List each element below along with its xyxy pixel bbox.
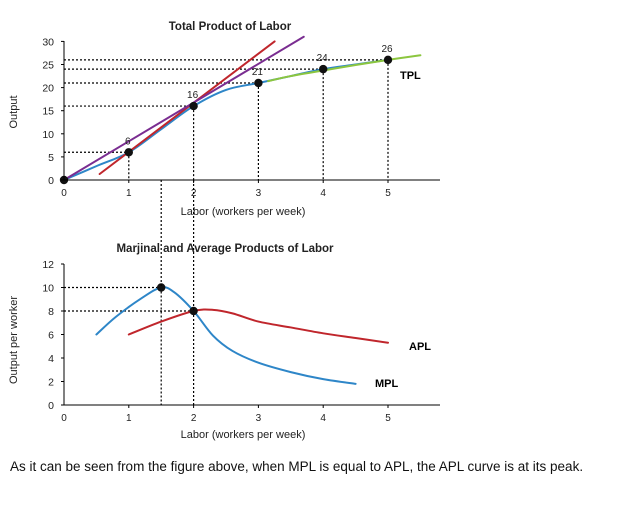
- top-points: 6 16 21 24 26: [59, 44, 393, 185]
- mpl-curve-label: MPL: [375, 378, 399, 390]
- series-ray-from-origin-apl: [63, 35, 305, 181]
- bot-y-tick-label: 8: [48, 306, 54, 318]
- bottom-series: [95, 286, 389, 385]
- top-x-tick-label: 4: [320, 188, 326, 199]
- top-x-tick-label: 5: [385, 188, 391, 199]
- top-data-point: [383, 55, 393, 65]
- bottom-x-tick-labels: 0 1 2 3 4 5: [61, 405, 391, 424]
- tpl-curve-label: TPL: [400, 70, 421, 82]
- bot-x-tick-label: 4: [320, 413, 326, 424]
- top-data-point: [124, 148, 133, 157]
- bottom-points: [157, 283, 198, 316]
- top-y-axis-label: Output: [8, 95, 20, 128]
- top-y-tick-label: 25: [42, 60, 54, 72]
- bot-y-tick-label: 12: [42, 259, 54, 271]
- bot-data-point: [157, 283, 166, 292]
- top-series: [63, 35, 422, 181]
- bot-x-tick-label: 3: [256, 413, 262, 424]
- top-data-point: [319, 64, 328, 74]
- top-x-tick-label: 1: [126, 188, 132, 199]
- bot-y-tick-label: 4: [48, 353, 54, 365]
- top-y-tick-label: 5: [48, 152, 54, 164]
- top-data-point: [254, 78, 263, 88]
- top-y-tick-label: 0: [48, 175, 54, 187]
- figure-caption: As it can be seen from the figure above,…: [10, 459, 584, 474]
- top-x-tick-label: 3: [256, 188, 262, 199]
- bot-y-tick-label: 6: [48, 330, 54, 342]
- bottom-x-axis-label: Labor (workers per week): [181, 429, 306, 441]
- series-tpl-extension: [267, 54, 422, 83]
- series-mpl: [95, 286, 357, 385]
- series-apl: [127, 308, 389, 344]
- connector-guide-lines: [160, 180, 195, 311]
- top-y-tick-labels: 0 5 10 15 20 25 30: [42, 36, 64, 187]
- bot-x-tick-label: 0: [61, 413, 67, 424]
- top-point-label: 24: [317, 53, 329, 64]
- top-y-tick-label: 20: [42, 83, 54, 95]
- top-point-label: 16: [187, 90, 199, 101]
- series-tpl: [63, 58, 389, 181]
- top-chart-title: Total Product of Labor: [169, 21, 292, 33]
- top-y-tick-label: 10: [42, 129, 54, 141]
- top-x-tick-label: 0: [61, 188, 67, 199]
- bottom-guide-lines: [64, 286, 195, 405]
- bot-y-tick-label: 2: [48, 377, 54, 389]
- top-point-label: 21: [252, 67, 264, 78]
- bot-y-tick-label: 10: [42, 283, 54, 295]
- top-y-tick-label: 15: [42, 106, 54, 118]
- bot-data-point: [189, 306, 198, 316]
- bot-x-tick-label: 1: [126, 413, 132, 424]
- bot-x-tick-label: 5: [385, 413, 391, 424]
- apl-curve-label: APL: [409, 341, 431, 353]
- top-point-label: 26: [381, 44, 393, 55]
- bottom-y-axis-label: Output per worker: [8, 296, 20, 384]
- bot-y-tick-label: 0: [48, 400, 54, 412]
- bottom-y-tick-labels: 0 2 4 6 8 10 12: [42, 259, 64, 412]
- top-data-point: [189, 101, 198, 111]
- top-x-axis-label: Labor (workers per week): [181, 206, 306, 218]
- top-point-label: 6: [125, 136, 131, 147]
- top-y-tick-label: 30: [42, 36, 54, 48]
- bottom-chart-title: Marjinal and Average Products of Labor: [116, 243, 334, 255]
- bot-x-tick-label: 2: [191, 413, 197, 424]
- marginal-average-product-chart: Marjinal and Average Products of Labor 0…: [8, 243, 440, 441]
